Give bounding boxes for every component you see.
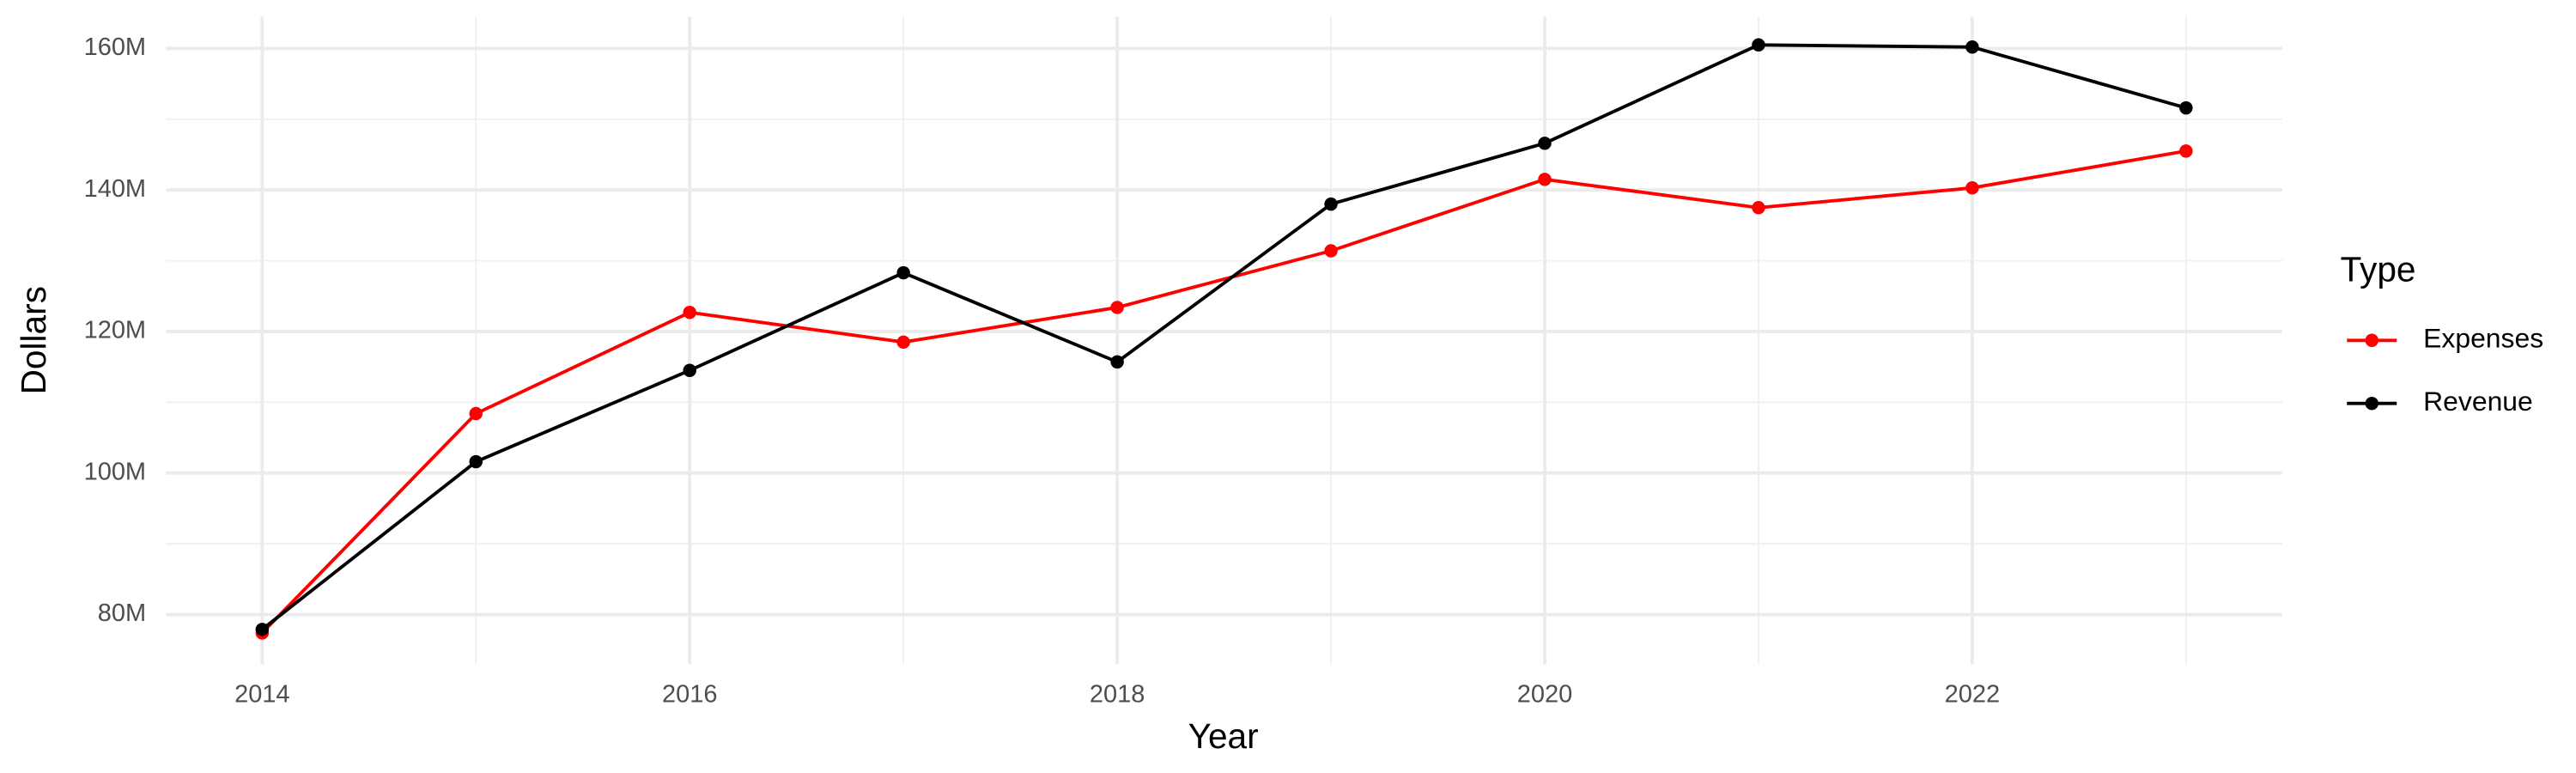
point xyxy=(1538,137,1552,150)
line xyxy=(260,149,2187,635)
point xyxy=(1110,301,1124,314)
point xyxy=(2179,144,2193,158)
legend-label: Revenue xyxy=(2423,386,2533,417)
x-tick-label: 2022 xyxy=(1945,681,2000,709)
point xyxy=(1752,201,1765,215)
legend-title: Type xyxy=(2341,250,2416,289)
y-tick-label: 160M xyxy=(84,33,147,61)
point xyxy=(896,335,910,350)
point xyxy=(683,305,696,320)
legend-label: Expenses xyxy=(2423,323,2543,354)
point xyxy=(1965,40,1979,54)
x-tick-label: 2018 xyxy=(1090,681,1145,709)
x-axis-title: Year xyxy=(1188,716,1259,756)
point xyxy=(469,406,483,421)
y-axis-title: Dollars xyxy=(14,286,53,394)
point xyxy=(1324,244,1338,258)
x-tick-label: 2016 xyxy=(662,681,717,709)
point xyxy=(1538,173,1552,186)
y-tick-label: 80M xyxy=(98,600,146,627)
point xyxy=(1324,197,1338,211)
y-tick-label: 100M xyxy=(84,458,147,485)
y-tick-label: 120M xyxy=(84,317,147,344)
point xyxy=(255,623,270,636)
point xyxy=(469,454,483,469)
point xyxy=(896,265,910,280)
point xyxy=(2179,100,2193,115)
legend-key-point xyxy=(2365,333,2379,347)
point xyxy=(1110,355,1124,369)
point xyxy=(1965,180,1979,195)
line xyxy=(261,43,2187,631)
grid xyxy=(166,16,2282,665)
x-tick-label: 2014 xyxy=(234,681,289,709)
x-tick-label: 2020 xyxy=(1517,681,1572,709)
legend-key-point xyxy=(2365,396,2379,411)
point xyxy=(683,363,696,378)
y-tick-label: 140M xyxy=(84,175,147,203)
point xyxy=(1752,38,1765,52)
